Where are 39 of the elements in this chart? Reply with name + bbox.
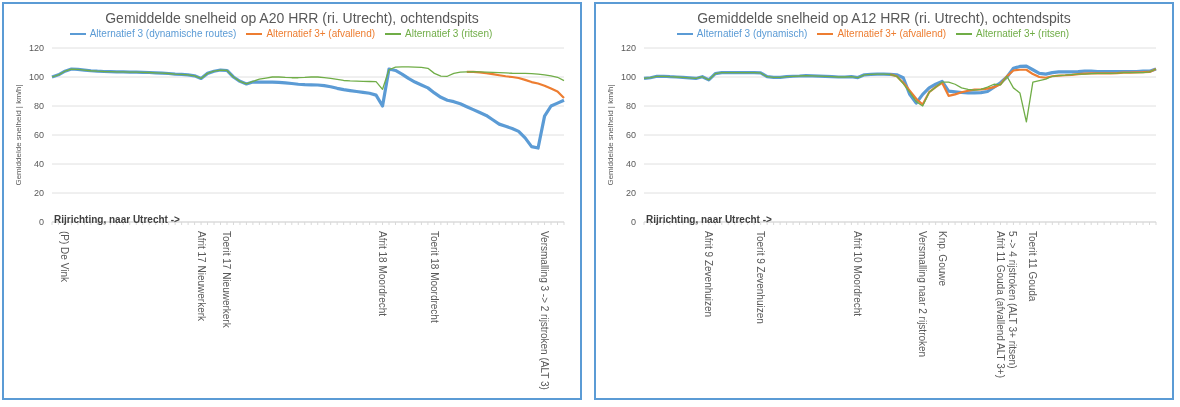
- y-tick-label: 60: [33, 130, 44, 141]
- y-tick-label: 100: [620, 72, 636, 83]
- x-tick-label: Afrit 9 Zevenhuizen: [703, 231, 715, 318]
- y-tick-label: 20: [625, 188, 636, 199]
- y-axis-title: Gemiddelde snelheid | km/h|: [13, 84, 23, 186]
- x-tick-label: Versmalling naar 2 rijstroken: [917, 231, 929, 358]
- x-tick-label: Toerit 9 Zevenhuizen: [755, 231, 767, 324]
- legend-label: Alternatief 3+ (ritsen): [976, 27, 1070, 39]
- y-tick-label: 40: [625, 159, 636, 170]
- annotation: Rijrichting, naar Utrecht ->: [54, 214, 180, 225]
- x-tick-label: 5 -> 4 rijstroken (ALT 3+ ritsen) Afrit 11 Gouda (afvallend ALT 3+): [995, 231, 1019, 379]
- y-tick-label: 120: [28, 43, 44, 54]
- y-tick-label: 0: [630, 217, 636, 228]
- x-tick-label: Toerit 11 Gouda: [1027, 231, 1039, 302]
- y-tick-label: 80: [625, 101, 636, 112]
- x-tick-label: Toerit 18 Moordrecht: [428, 231, 440, 323]
- y-tick-label: 0: [38, 217, 44, 228]
- y-tick-label: 100: [28, 72, 44, 83]
- chart-title: Gemiddelde snelheid op A12 HRR (ri. Utrecht), ochtendspits: [696, 10, 1072, 26]
- chart-title: Gemiddelde snelheid op A20 HRR (ri. Utrecht), ochtendspits: [104, 10, 480, 26]
- y-axis-title: Gemiddelde snelheid | km/h|: [605, 84, 615, 186]
- x-tick-label: Afrit 18 Moordrecht: [377, 231, 389, 317]
- legend-label: Alternatief 3 (dynamisch): [696, 27, 808, 39]
- y-tick-label: 40: [33, 159, 44, 170]
- x-tick-label: Afrit 10 Moordrecht: [852, 231, 864, 317]
- legend-label: Alternatief 3 (ritsen): [405, 27, 493, 39]
- y-tick-label: 120: [620, 43, 636, 54]
- annotation: Rijrichting, naar Utrecht ->: [646, 214, 772, 225]
- y-tick-label: 80: [33, 101, 44, 112]
- legend-label: Alternatief 3+ (afvallend): [266, 27, 376, 39]
- x-tick-label: Afrit 17 Nieuwerkerk: [195, 231, 207, 323]
- x-tick-label: Toerit 17 Nieuwerkerk: [221, 231, 233, 329]
- legend-label: Alternatief 3 (dynamische routes): [89, 27, 237, 39]
- x-tick-label: (P) De Vink: [59, 231, 71, 283]
- y-tick-label: 60: [625, 130, 636, 141]
- x-tick-label: Versmalling 3 -> 2 rijstroken (ALT 3): [539, 231, 551, 390]
- y-tick-label: 20: [33, 188, 44, 199]
- legend-label: Alternatief 3+ (afvallend): [837, 27, 947, 39]
- x-tick-label: Knp. Gouwe: [936, 231, 948, 287]
